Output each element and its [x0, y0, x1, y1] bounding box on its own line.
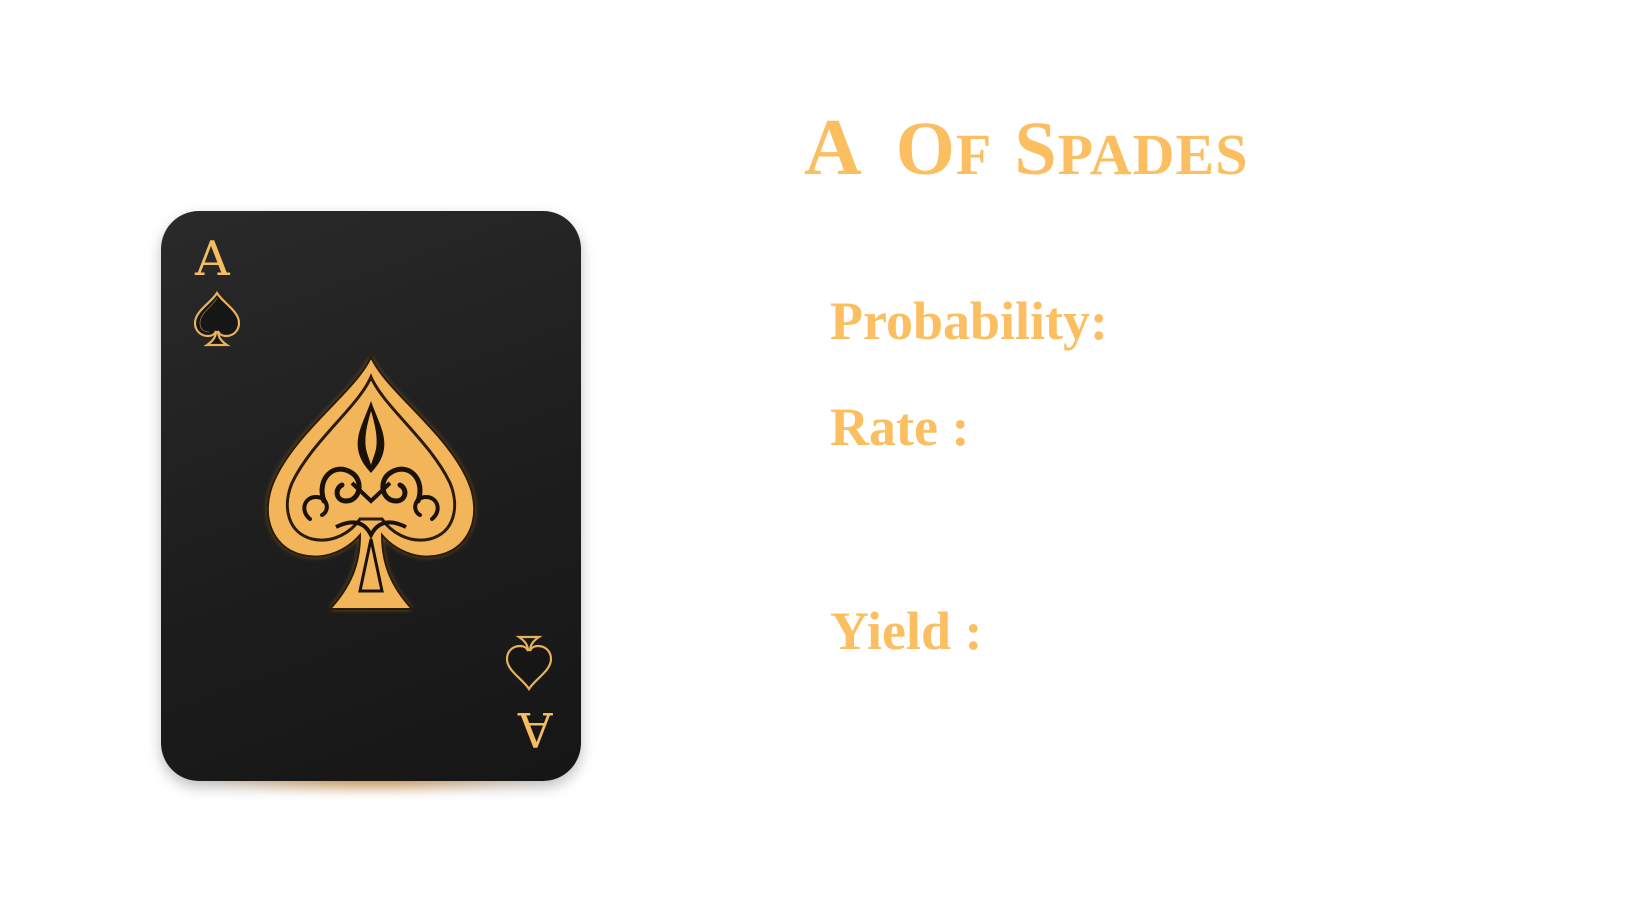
card-face: A A [161, 211, 581, 781]
card-rank-top: A [195, 231, 230, 287]
spade-icon [193, 290, 241, 347]
ornate-spade-icon [266, 354, 476, 610]
title-of: OF [896, 109, 993, 191]
title-of-text: OF [895, 107, 993, 191]
title-suit: SPADES [1014, 109, 1248, 191]
title-rank: A [804, 104, 862, 192]
card-rank-bottom: A [518, 701, 553, 757]
yield-label: Yield : [830, 601, 983, 661]
rate-label: Rate : [830, 397, 970, 457]
title-suit-text: SPADES [1014, 107, 1249, 191]
spade-icon [505, 635, 553, 692]
page-title: A OF SPADES [804, 108, 1248, 188]
probability-label: Probability: [830, 291, 1109, 351]
playing-card: A A [161, 211, 581, 795]
